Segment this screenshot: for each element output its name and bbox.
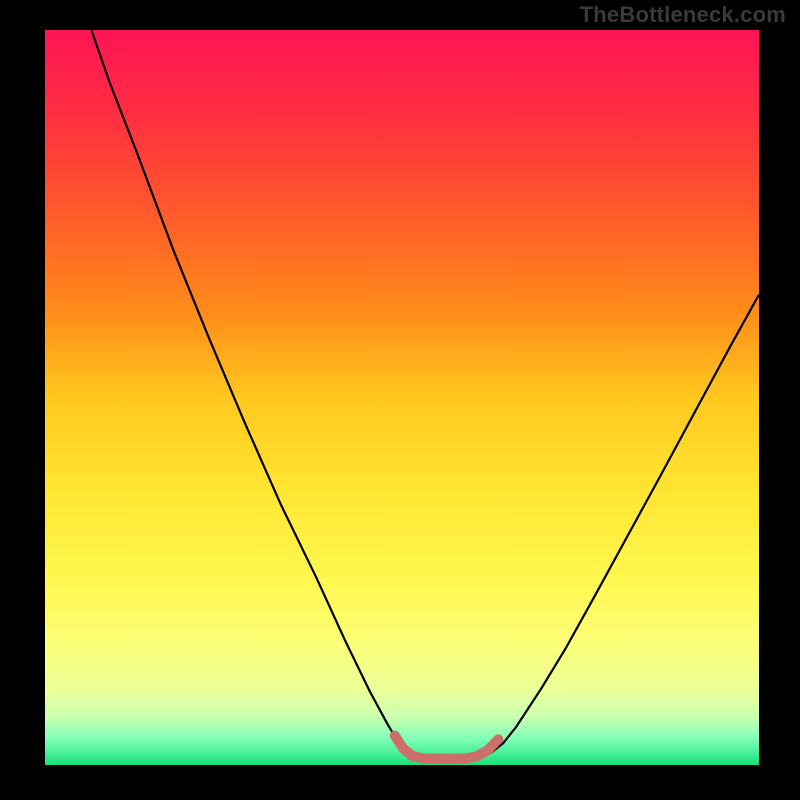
gradient-background <box>45 30 759 765</box>
watermark-text: TheBottleneck.com <box>580 2 786 28</box>
chart-svg <box>0 0 800 800</box>
chart-frame: TheBottleneck.com <box>0 0 800 800</box>
